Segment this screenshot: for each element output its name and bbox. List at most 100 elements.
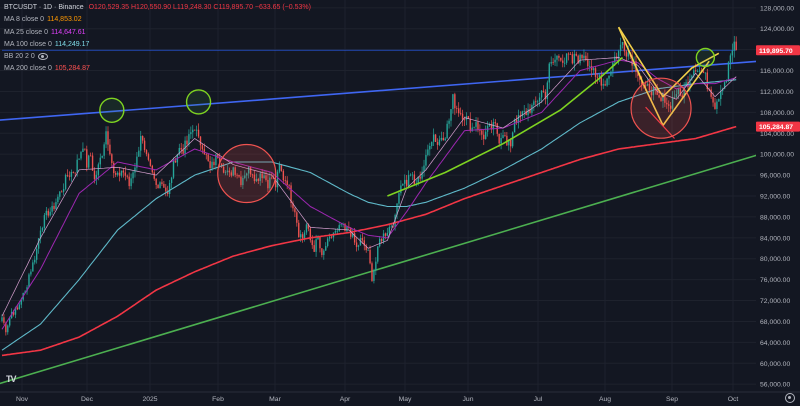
eye-hidden-icon[interactable] (37, 52, 48, 60)
candle-body (654, 87, 656, 90)
symbol-row: BTCUSDT · 1D · Binance O120,529.35 H120,… (4, 2, 311, 14)
candle-body (61, 191, 63, 193)
candle-body (600, 75, 602, 86)
candle-body (483, 134, 485, 140)
candle-body (469, 118, 471, 132)
candle-body (213, 161, 215, 166)
candle-body (677, 88, 680, 95)
candle-body (74, 172, 76, 174)
candle-body (475, 122, 477, 127)
candle-body (608, 75, 610, 79)
candle-body (585, 55, 587, 60)
candle-body (114, 173, 117, 175)
candle-body (473, 126, 475, 128)
tradingview-logo-icon[interactable]: TV (6, 374, 17, 384)
candle-body (531, 105, 533, 113)
candle-body (479, 129, 481, 131)
candle-body (323, 250, 325, 255)
candle-body (521, 111, 523, 117)
candle-body (538, 97, 541, 102)
indicator-row-ma25[interactable]: MA 25 close 0 114,647.61 (4, 27, 311, 39)
candle-body (679, 88, 682, 96)
candle-body (174, 160, 177, 163)
candle-body (735, 41, 737, 51)
symbol-title[interactable]: BTCUSDT · 1D · Binance (4, 4, 84, 11)
candle-body (621, 41, 624, 45)
blue-resistance-trendline (0, 60, 760, 121)
candle-body (375, 261, 377, 271)
candle-body (683, 86, 685, 98)
candle-body (442, 137, 444, 141)
candle-body (598, 75, 601, 77)
gear-icon[interactable] (785, 393, 795, 403)
candle-body (727, 62, 730, 81)
candle-body (234, 167, 236, 175)
candle-body (80, 152, 82, 159)
candle-body (28, 274, 30, 288)
candle-body (380, 238, 383, 242)
candle-body (488, 123, 491, 127)
price-tick-label: 100,000.00 (760, 152, 794, 159)
candle-body (463, 119, 466, 121)
candle-body (490, 123, 493, 130)
candle-body (153, 172, 155, 179)
candle-body (317, 236, 319, 240)
candle-body (718, 99, 720, 102)
candle-body (68, 175, 71, 177)
candle-body (138, 150, 140, 157)
candle-body (432, 134, 435, 142)
candle-body (504, 135, 506, 136)
yellow-pattern-line-upper (617, 26, 720, 98)
candle-body (344, 223, 346, 232)
candle-body (236, 174, 238, 176)
candle-body (405, 179, 408, 186)
candle-body (149, 159, 152, 166)
candle-body (602, 84, 604, 86)
candle-body (228, 170, 231, 173)
candle-body (409, 174, 412, 176)
candle-body (646, 84, 649, 86)
candle-body (548, 63, 550, 83)
candle-body (12, 311, 15, 315)
indicator-row-ma200[interactable]: MA 200 close 0 105,284.87 (4, 63, 311, 75)
candle-body (592, 68, 595, 70)
candle-body (377, 246, 379, 262)
candle-body (16, 307, 19, 310)
candle-body (82, 148, 84, 153)
candle-body (407, 175, 410, 186)
candle-body (668, 104, 670, 106)
price-tick-label: 108,000.00 (760, 110, 794, 117)
last-price-label-bg (756, 45, 800, 56)
indicator-row-bb[interactable]: BB 20 2 0 (4, 51, 311, 63)
candle-body (120, 170, 123, 176)
indicator-row-ma8[interactable]: MA 8 close 0 114,853.02 (4, 14, 311, 26)
price-tick-label: 112,000.00 (760, 89, 794, 96)
candle-body (5, 322, 7, 333)
candle-body (511, 132, 514, 147)
candle-body (434, 134, 437, 142)
indicator-row-ma100[interactable]: MA 100 close 0 114,249.17 (4, 39, 311, 51)
candle-body (103, 144, 105, 156)
candle-body (84, 148, 86, 150)
candle-body (427, 149, 429, 155)
candle-body (546, 82, 549, 99)
candle-body (558, 55, 560, 58)
time-tick-label: Nov (16, 396, 29, 403)
candle-body (669, 105, 672, 109)
candle-body (402, 183, 404, 186)
candle-body (652, 87, 655, 96)
candle-body (529, 109, 531, 113)
indicator-label: MA 8 close 0 (4, 16, 45, 24)
red-pointer-line (645, 106, 675, 139)
candle-body (126, 175, 128, 177)
candle-body (124, 172, 127, 176)
candle-body (367, 249, 369, 251)
candle-body (249, 166, 252, 175)
candle-body (97, 164, 100, 175)
green-highlight-circle (99, 97, 125, 123)
ma25-line (1, 59, 737, 330)
candle-body (562, 60, 564, 63)
candle-body (563, 62, 566, 64)
price-tick-label: 88,000.00 (760, 214, 790, 221)
